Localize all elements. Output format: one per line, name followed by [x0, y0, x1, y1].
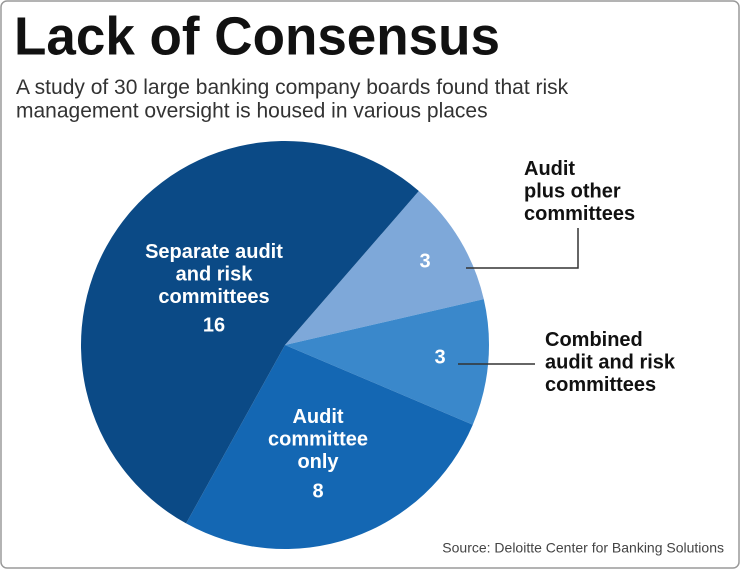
value-label: 3 [419, 250, 430, 272]
pie-slice [186, 345, 473, 550]
slice-label: Separate audit and risk committees [145, 241, 283, 308]
pie-slice [285, 299, 489, 425]
slice-label: Audit committee only [268, 406, 368, 473]
leader-line [466, 228, 579, 269]
pie-slice [285, 191, 484, 345]
slice-label: Audit plus other committees [524, 158, 635, 225]
value-label: 3 [434, 346, 445, 368]
source: Source: Deloitte Center for Banking Solu… [442, 540, 724, 556]
chart-title: Lack of Consensus [14, 6, 500, 66]
slice-label: Combined audit and risk committees [545, 329, 676, 396]
pie-slice [81, 141, 419, 524]
value-label: 8 [312, 480, 323, 502]
value-label: 16 [203, 314, 225, 336]
chart-subtitle: A study of 30 large banking company boar… [16, 76, 569, 123]
